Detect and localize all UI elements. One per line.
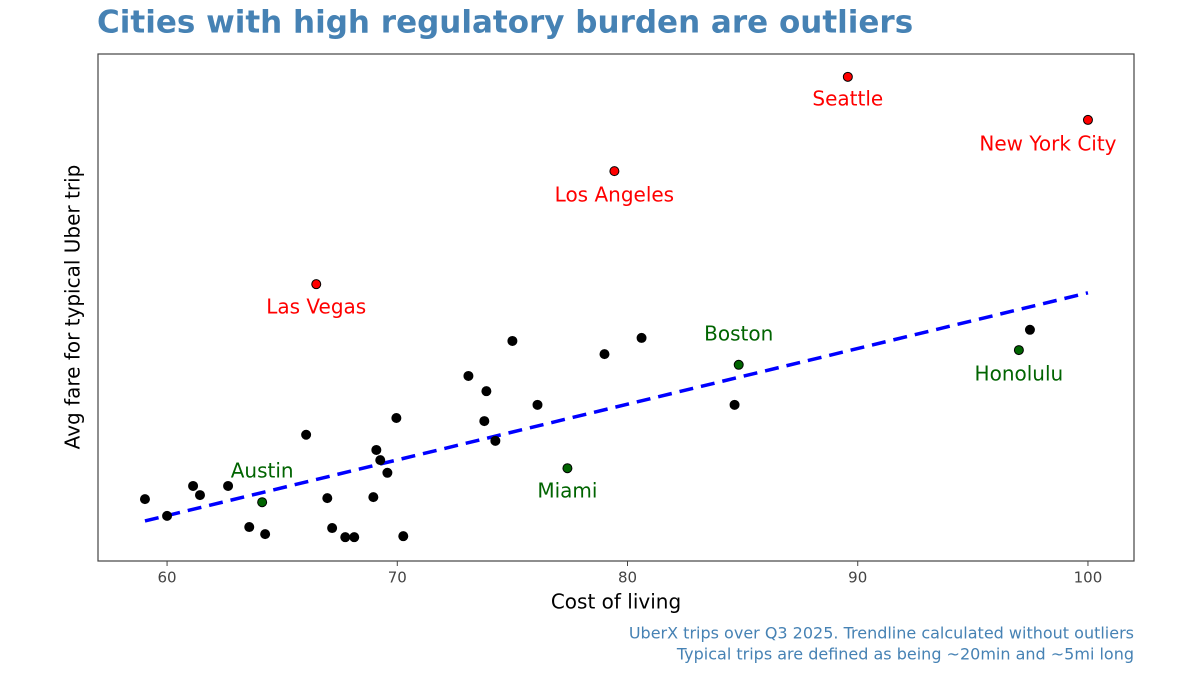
point <box>1082 114 1093 125</box>
point <box>371 444 382 455</box>
point <box>162 510 173 521</box>
point <box>188 480 199 491</box>
caption: Typical trips are defined as being ~20mi… <box>676 645 1134 664</box>
x-axis-label: Cost of living <box>551 590 681 614</box>
point <box>609 166 620 177</box>
point <box>842 71 853 82</box>
point <box>260 529 271 540</box>
point <box>139 494 150 505</box>
point <box>507 335 518 346</box>
point <box>636 332 647 343</box>
point-label: Boston <box>704 321 773 345</box>
x-tick-label: 100 <box>1074 569 1103 587</box>
point <box>340 532 351 543</box>
point <box>1024 324 1035 335</box>
point <box>349 532 360 543</box>
point <box>729 399 740 410</box>
point <box>311 279 322 290</box>
point <box>223 480 234 491</box>
plot-frame <box>97 53 1135 562</box>
caption: UberX trips over Q3 2025. Trendline calc… <box>629 624 1134 643</box>
point <box>194 490 205 501</box>
point <box>463 370 474 381</box>
point <box>599 349 610 360</box>
x-tick-label: 90 <box>848 569 867 587</box>
point <box>322 493 333 504</box>
chart-title: Cities with high regulatory burden are o… <box>97 5 913 41</box>
point <box>490 435 501 446</box>
point-label: Honolulu <box>975 362 1064 386</box>
trendline <box>144 291 1089 523</box>
point <box>375 455 386 466</box>
point-label: Austin <box>231 459 294 483</box>
point <box>368 492 379 503</box>
point <box>479 416 490 427</box>
x-tick-label: 60 <box>158 569 177 587</box>
point <box>382 467 393 478</box>
point <box>562 463 573 474</box>
point <box>244 522 255 533</box>
y-axis-label: Avg fare for typical Uber trip <box>61 165 85 450</box>
point-label: Seattle <box>812 86 883 110</box>
point <box>257 497 268 508</box>
point <box>327 523 338 534</box>
point-label: Los Angeles <box>555 183 674 207</box>
point <box>532 399 543 410</box>
x-tick-label: 70 <box>388 569 407 587</box>
point <box>391 413 402 424</box>
point <box>398 531 409 542</box>
point-label: New York City <box>979 131 1116 155</box>
point <box>1013 345 1024 356</box>
point <box>733 359 744 370</box>
point <box>301 429 312 440</box>
point-label: Las Vegas <box>266 295 366 319</box>
x-tick-label: 80 <box>618 569 637 587</box>
point-label: Miami <box>537 479 597 503</box>
point <box>481 386 492 397</box>
